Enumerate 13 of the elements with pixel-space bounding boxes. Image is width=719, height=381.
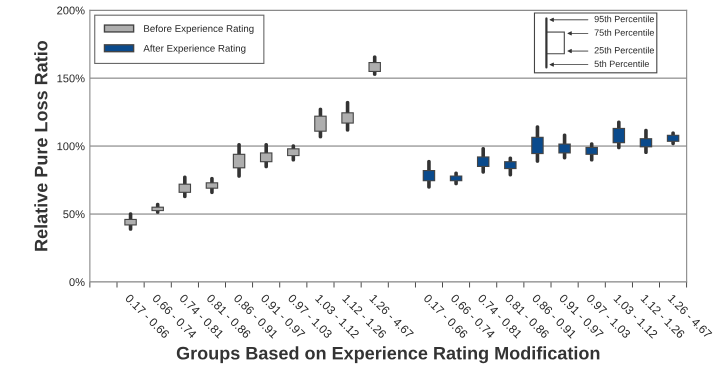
legend-label: Before Experience Rating xyxy=(144,24,254,34)
y-tick-label: 200% xyxy=(57,6,85,14)
y-tick-label: 100% xyxy=(57,142,85,150)
annotation: 75th Percentile xyxy=(594,29,654,36)
x-axis-title: Groups Based on Experience Rating Modification xyxy=(176,346,600,364)
legend-label: After Experience Rating xyxy=(143,44,246,54)
annotation: 5th Percentile xyxy=(594,60,649,68)
annotation: 25th Percentile xyxy=(594,46,654,54)
y-tick-label: 50% xyxy=(63,210,85,218)
y-tick-label: 150% xyxy=(57,74,85,82)
annotation: 95th Percentile xyxy=(594,16,654,22)
y-axis-title: Relative Pure Loss Ratio xyxy=(34,40,48,251)
y-tick-label: 0% xyxy=(69,278,85,286)
